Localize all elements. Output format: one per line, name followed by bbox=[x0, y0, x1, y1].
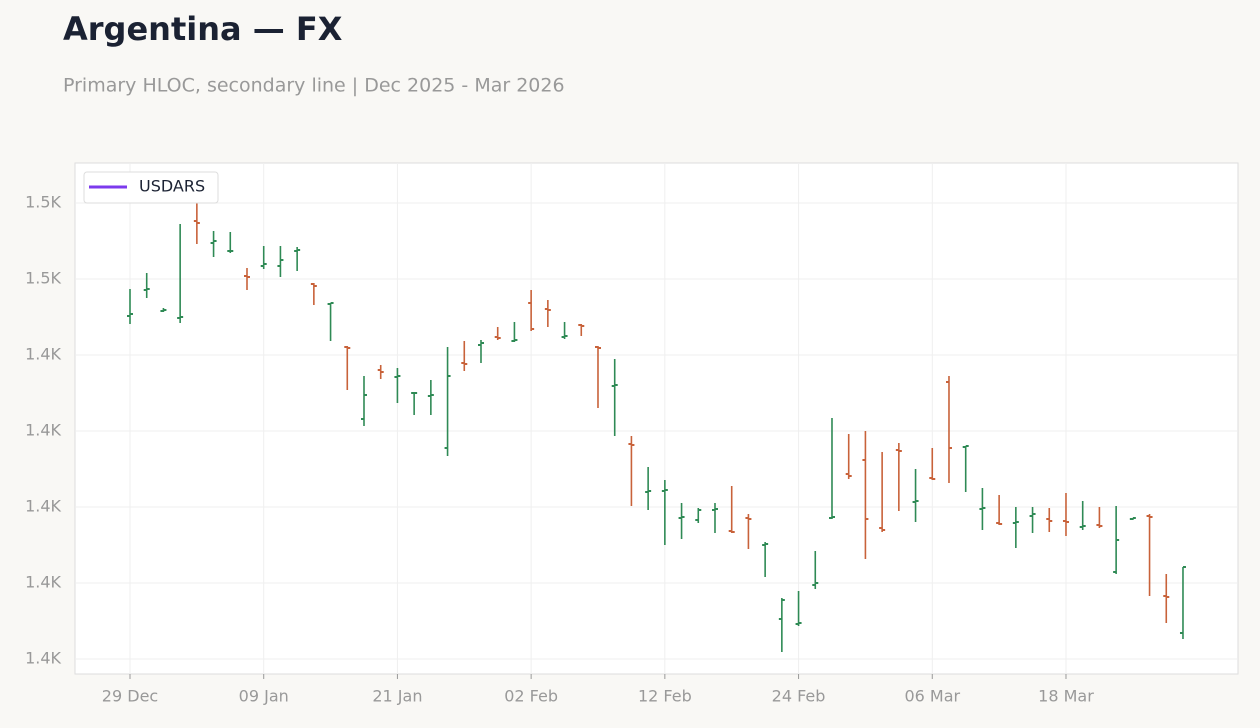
x-tick-label: 02 Feb bbox=[504, 687, 558, 706]
plot-area bbox=[74, 162, 1239, 675]
y-tick-label: 1.4K bbox=[25, 421, 61, 440]
y-tick-label: 1.4K bbox=[25, 345, 61, 364]
x-tick-label: 24 Feb bbox=[772, 687, 826, 706]
x-tick-label: 12 Feb bbox=[638, 687, 692, 706]
y-tick-label: 1.4K bbox=[25, 573, 61, 592]
x-tick-label: 06 Mar bbox=[904, 687, 960, 706]
legend-label: USDARS bbox=[139, 177, 205, 196]
y-tick-label: 1.4K bbox=[25, 649, 61, 668]
x-tick-label: 09 Jan bbox=[239, 687, 289, 706]
x-tick-label: 18 Mar bbox=[1038, 687, 1094, 706]
chart-subtitle: Primary HLOC, secondary line | Dec 2025 … bbox=[63, 75, 565, 97]
y-tick-label: 1.4K bbox=[25, 497, 61, 516]
legend-box bbox=[83, 171, 219, 204]
x-tick-label: 29 Dec bbox=[102, 687, 158, 706]
chart-title: Argentina — FX bbox=[63, 10, 343, 48]
y-tick-label: 1.5K bbox=[25, 269, 61, 288]
y-tick-label: 1.5K bbox=[25, 193, 61, 212]
x-tick-label: 21 Jan bbox=[372, 687, 422, 706]
